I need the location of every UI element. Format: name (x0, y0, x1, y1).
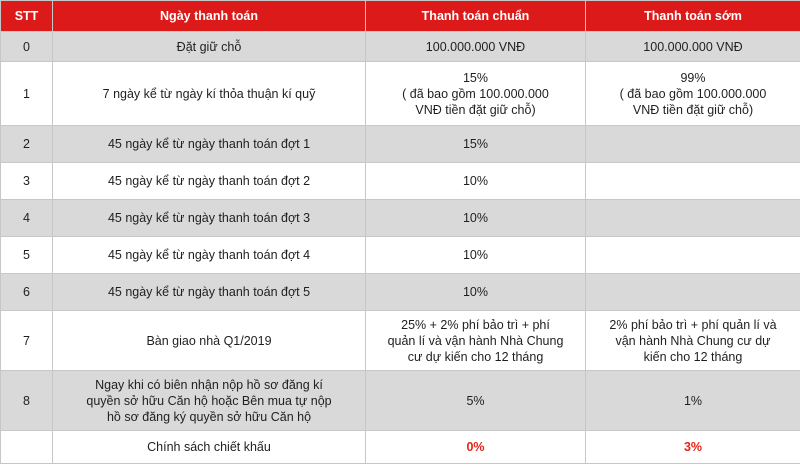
cell-line: cư dự kiến cho 12 tháng (407, 349, 544, 364)
cell-stt: 6 (0, 273, 53, 311)
cell-early-payment (585, 162, 800, 200)
discount-policy-row: Chính sách chiết khấu 0% 3% (0, 430, 800, 464)
cell-stt: 3 (0, 162, 53, 200)
header-early-payment: Thanh toán sớm (585, 0, 800, 32)
cell-payment-date: 45 ngày kể từ ngày thanh toán đợt 3 (52, 199, 366, 237)
cell-line: hồ sơ đăng ký quyền sở hữu Căn hộ (106, 409, 312, 424)
cell-early-payment (585, 125, 800, 163)
table-row: 5 45 ngày kể từ ngày thanh toán đợt 4 10… (0, 236, 800, 274)
cell-payment-date: 7 ngày kể từ ngày kí thỏa thuận kí quỹ (52, 61, 366, 126)
table-row: 0 Đặt giữ chỗ 100.000.000 VNĐ 100.000.00… (0, 31, 800, 62)
cell-early-payment: 1% (585, 370, 800, 431)
cell-payment-date: 45 ngày kể từ ngày thanh toán đợt 2 (52, 162, 366, 200)
cell-stt: 7 (0, 310, 53, 371)
header-stt: STT (0, 0, 53, 32)
cell-payment-date: Bàn giao nhà Q1/2019 (52, 310, 366, 371)
cell-payment-date: 45 ngày kể từ ngày thanh toán đợt 5 (52, 273, 366, 311)
table-row: 3 45 ngày kể từ ngày thanh toán đợt 2 10… (0, 162, 800, 200)
cell-payment-date: Ngay khi có biên nhận nộp hồ sơ đăng kí … (52, 370, 366, 431)
cell-early-payment (585, 199, 800, 237)
table-row: 8 Ngay khi có biên nhận nộp hồ sơ đăng k… (0, 370, 800, 431)
cell-line: 99% (680, 70, 706, 85)
cell-line: ( đã bao gồm 100.000.000 (619, 86, 767, 101)
discount-early-value: 3% (585, 430, 800, 464)
cell-standard-payment: 15% (365, 125, 586, 163)
cell-standard-payment: 100.000.000 VNĐ (365, 31, 586, 62)
cell-stt: 5 (0, 236, 53, 274)
cell-stt: 4 (0, 199, 53, 237)
table-header-row: STT Ngày thanh toán Thanh toán chuẩn Tha… (0, 0, 800, 32)
cell-early-payment (585, 236, 800, 274)
cell-stt (0, 430, 53, 464)
table-row: 7 Bàn giao nhà Q1/2019 25% + 2% phí bảo … (0, 310, 800, 371)
cell-line: 25% + 2% phí bảo trì + phí (401, 317, 550, 332)
cell-standard-payment: 5% (365, 370, 586, 431)
header-payment-date: Ngày thanh toán (52, 0, 366, 32)
cell-early-payment: 100.000.000 VNĐ (585, 31, 800, 62)
cell-standard-payment: 15% ( đã bao gồm 100.000.000 VNĐ tiền đặ… (365, 61, 586, 126)
cell-standard-payment: 10% (365, 236, 586, 274)
cell-standard-payment: 10% (365, 273, 586, 311)
cell-payment-date: 45 ngày kể từ ngày thanh toán đợt 1 (52, 125, 366, 163)
discount-standard-value: 0% (365, 430, 586, 464)
cell-stt: 2 (0, 125, 53, 163)
cell-line: kiến cho 12 tháng (643, 349, 743, 364)
cell-early-payment (585, 273, 800, 311)
cell-payment-date: Đặt giữ chỗ (52, 31, 366, 62)
cell-line: Ngay khi có biên nhận nộp hồ sơ đăng kí (95, 377, 323, 392)
table-row: 2 45 ngày kể từ ngày thanh toán đợt 1 15… (0, 125, 800, 163)
table-row: 1 7 ngày kể từ ngày kí thỏa thuận kí quỹ… (0, 61, 800, 126)
header-standard-payment: Thanh toán chuẩn (365, 0, 586, 32)
cell-line: vận hành Nhà Chung cư dự (615, 333, 771, 348)
cell-line: ( đã bao gồm 100.000.000 (402, 86, 549, 101)
cell-stt: 8 (0, 370, 53, 431)
cell-standard-payment: 10% (365, 162, 586, 200)
cell-line: quyền sở hữu Căn hộ hoặc Bên mua tự nộp (86, 393, 332, 408)
discount-policy-label: Chính sách chiết khấu (52, 430, 366, 464)
cell-stt: 0 (0, 31, 53, 62)
cell-payment-date: 45 ngày kể từ ngày thanh toán đợt 4 (52, 236, 366, 274)
cell-stt: 1 (0, 61, 53, 126)
cell-early-payment: 99% ( đã bao gồm 100.000.000 VNĐ tiền đặ… (585, 61, 800, 126)
table-row: 4 45 ngày kể từ ngày thanh toán đợt 3 10… (0, 199, 800, 237)
cell-standard-payment: 10% (365, 199, 586, 237)
cell-line: quản lí và vận hành Nhà Chung (387, 333, 564, 348)
cell-early-payment: 2% phí bảo trì + phí quản lí và vận hành… (585, 310, 800, 371)
cell-line: VNĐ tiền đặt giữ chỗ) (415, 102, 536, 117)
cell-line: 2% phí bảo trì + phí quản lí và (609, 317, 777, 332)
cell-standard-payment: 25% + 2% phí bảo trì + phí quản lí và vậ… (365, 310, 586, 371)
table-row: 6 45 ngày kể từ ngày thanh toán đợt 5 10… (0, 273, 800, 311)
cell-line: VNĐ tiền đặt giữ chỗ) (632, 102, 754, 117)
cell-line: 15% (462, 70, 489, 85)
